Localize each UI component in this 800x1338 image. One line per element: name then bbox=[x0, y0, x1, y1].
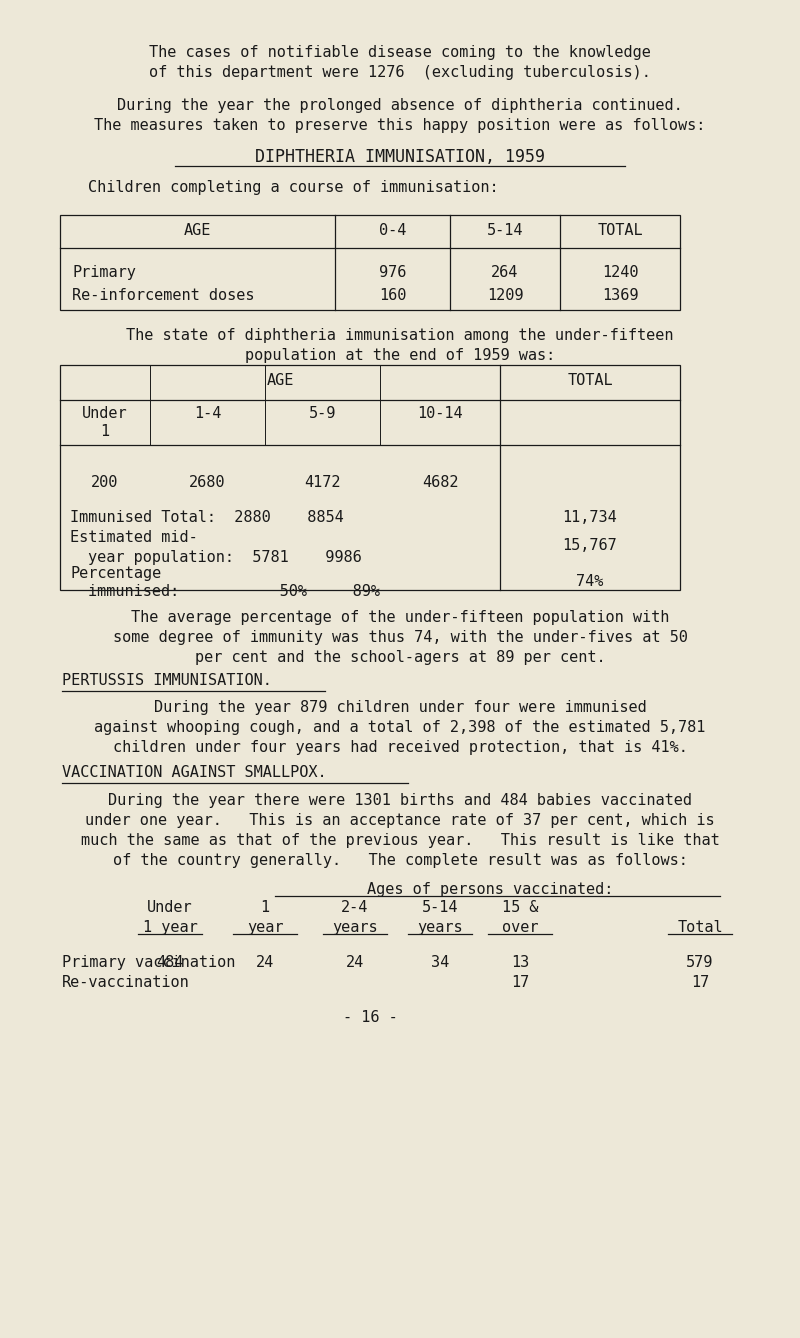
Text: children under four years had received protection, that is 41%.: children under four years had received p… bbox=[113, 740, 687, 755]
Text: year: year bbox=[246, 921, 283, 935]
Text: Re-inforcement doses: Re-inforcement doses bbox=[72, 288, 254, 302]
Text: 1 year: 1 year bbox=[142, 921, 198, 935]
Text: Total: Total bbox=[677, 921, 723, 935]
Text: immunised:           50%     89%: immunised: 50% 89% bbox=[88, 583, 380, 599]
Text: 1240: 1240 bbox=[602, 265, 638, 280]
Text: population at the end of 1959 was:: population at the end of 1959 was: bbox=[245, 348, 555, 363]
Text: 74%: 74% bbox=[576, 574, 604, 589]
Text: 264: 264 bbox=[491, 265, 518, 280]
Text: against whooping cough, and a total of 2,398 of the estimated 5,781: against whooping cough, and a total of 2… bbox=[94, 720, 706, 735]
Text: Children completing a course of immunisation:: Children completing a course of immunisa… bbox=[88, 181, 498, 195]
Text: 2680: 2680 bbox=[190, 475, 226, 490]
Text: Immunised Total:  2880    8854: Immunised Total: 2880 8854 bbox=[70, 510, 344, 524]
Text: VACCINATION AGAINST SMALLPOX.: VACCINATION AGAINST SMALLPOX. bbox=[62, 765, 326, 780]
Text: of this department were 1276  (excluding tuberculosis).: of this department were 1276 (excluding … bbox=[149, 66, 651, 80]
Text: During the year 879 children under four were immunised: During the year 879 children under four … bbox=[154, 700, 646, 714]
Text: years: years bbox=[417, 921, 463, 935]
Text: 200: 200 bbox=[91, 475, 118, 490]
Text: During the year there were 1301 births and 484 babies vaccinated: During the year there were 1301 births a… bbox=[108, 793, 692, 808]
Text: TOTAL: TOTAL bbox=[597, 223, 643, 238]
Text: The measures taken to preserve this happy position were as follows:: The measures taken to preserve this happ… bbox=[94, 118, 706, 132]
Text: Re-vaccination: Re-vaccination bbox=[62, 975, 190, 990]
Text: some degree of immunity was thus 74, with the under-fives at 50: some degree of immunity was thus 74, wit… bbox=[113, 630, 687, 645]
Text: AGE: AGE bbox=[266, 373, 294, 388]
Text: The cases of notifiable disease coming to the knowledge: The cases of notifiable disease coming t… bbox=[149, 45, 651, 60]
Text: Estimated mid-: Estimated mid- bbox=[70, 530, 198, 545]
Bar bbox=[60, 365, 680, 590]
Text: 579: 579 bbox=[686, 955, 714, 970]
Bar bbox=[60, 215, 680, 310]
Text: 2-4: 2-4 bbox=[342, 900, 369, 915]
Text: Percentage: Percentage bbox=[70, 566, 162, 581]
Text: TOTAL: TOTAL bbox=[567, 373, 613, 388]
Text: 4172: 4172 bbox=[304, 475, 341, 490]
Text: The average percentage of the under-fifteen population with: The average percentage of the under-fift… bbox=[131, 610, 669, 625]
Text: During the year the prolonged absence of diphtheria continued.: During the year the prolonged absence of… bbox=[117, 98, 683, 112]
Text: Under: Under bbox=[147, 900, 193, 915]
Text: PERTUSSIS IMMUNISATION.: PERTUSSIS IMMUNISATION. bbox=[62, 673, 272, 688]
Text: 5-9: 5-9 bbox=[309, 405, 336, 421]
Text: 17: 17 bbox=[691, 975, 709, 990]
Text: Under: Under bbox=[82, 405, 128, 421]
Text: 160: 160 bbox=[379, 288, 406, 302]
Text: Primary vaccination: Primary vaccination bbox=[62, 955, 235, 970]
Text: 1-4: 1-4 bbox=[194, 405, 221, 421]
Text: The state of diphtheria immunisation among the under-fifteen: The state of diphtheria immunisation amo… bbox=[126, 328, 674, 343]
Text: 484: 484 bbox=[156, 955, 184, 970]
Text: 10-14: 10-14 bbox=[417, 405, 463, 421]
Text: 1369: 1369 bbox=[602, 288, 638, 302]
Text: year population:  5781    9986: year population: 5781 9986 bbox=[88, 550, 362, 565]
Text: 1209: 1209 bbox=[486, 288, 523, 302]
Text: 13: 13 bbox=[511, 955, 529, 970]
Text: per cent and the school-agers at 89 per cent.: per cent and the school-agers at 89 per … bbox=[194, 650, 606, 665]
Text: 1: 1 bbox=[261, 900, 270, 915]
Text: 5-14: 5-14 bbox=[422, 900, 458, 915]
Text: 15,767: 15,767 bbox=[562, 538, 618, 553]
Text: 1: 1 bbox=[101, 424, 110, 439]
Text: 4682: 4682 bbox=[422, 475, 458, 490]
Text: 5-14: 5-14 bbox=[486, 223, 523, 238]
Text: 24: 24 bbox=[256, 955, 274, 970]
Text: Primary: Primary bbox=[72, 265, 136, 280]
Text: years: years bbox=[332, 921, 378, 935]
Text: 0-4: 0-4 bbox=[379, 223, 406, 238]
Text: 17: 17 bbox=[511, 975, 529, 990]
Text: of the country generally.   The complete result was as follows:: of the country generally. The complete r… bbox=[113, 854, 687, 868]
Text: under one year.   This is an acceptance rate of 37 per cent, which is: under one year. This is an acceptance ra… bbox=[85, 814, 715, 828]
Text: much the same as that of the previous year.   This result is like that: much the same as that of the previous ye… bbox=[81, 834, 719, 848]
Text: 34: 34 bbox=[431, 955, 449, 970]
Text: 11,734: 11,734 bbox=[562, 510, 618, 524]
Text: DIPHTHERIA IMMUNISATION, 1959: DIPHTHERIA IMMUNISATION, 1959 bbox=[255, 149, 545, 166]
Text: 24: 24 bbox=[346, 955, 364, 970]
Text: 15 &: 15 & bbox=[502, 900, 538, 915]
Text: - 16 -: - 16 - bbox=[342, 1010, 398, 1025]
Text: 976: 976 bbox=[379, 265, 406, 280]
Text: over: over bbox=[502, 921, 538, 935]
Text: Ages of persons vaccinated:: Ages of persons vaccinated: bbox=[367, 882, 613, 896]
Text: AGE: AGE bbox=[184, 223, 211, 238]
